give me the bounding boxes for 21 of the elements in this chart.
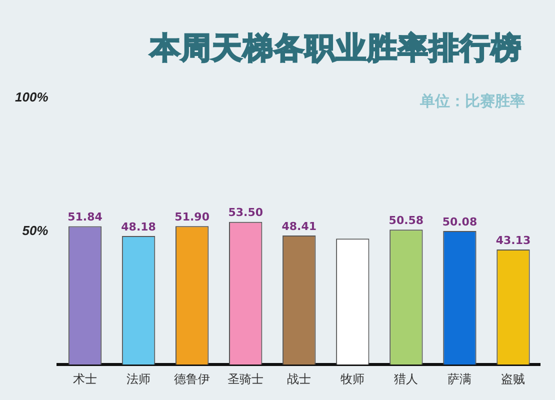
- x-tick-label: 战士: [287, 372, 312, 386]
- data-label: 43.13: [496, 234, 531, 247]
- data-label: 51.84: [68, 210, 103, 224]
- x-tick-label: 术士: [73, 372, 98, 386]
- x-tick-label: 猎人: [394, 372, 418, 386]
- data-label: 48.41: [282, 220, 317, 233]
- x-tick-label: 盗贼: [501, 372, 526, 386]
- data-label: 50.58: [388, 214, 424, 228]
- annotation: 单位：比赛胜率: [420, 92, 525, 111]
- x-tick-label: 德鲁伊: [174, 372, 210, 386]
- chart-title: 本周天梯各职业胜率排行榜: [150, 30, 522, 68]
- x-tick-label: 法师: [126, 372, 151, 386]
- x-tick-label: 萨满: [448, 372, 472, 386]
- y-tick-label: 100%: [15, 89, 49, 104]
- x-tick-label: 圣骑士: [228, 372, 264, 386]
- data-label: 53.50: [228, 206, 264, 220]
- data-label: 50.08: [442, 215, 478, 228]
- data-label: 48.18: [121, 220, 156, 234]
- y-tick-label: 50%: [22, 222, 49, 238]
- x-tick-label: 牧师: [340, 372, 365, 386]
- data-label: 51.90: [174, 210, 210, 224]
